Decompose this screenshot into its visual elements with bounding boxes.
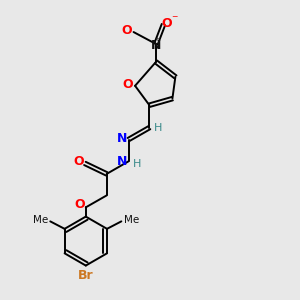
Text: Me: Me xyxy=(124,215,139,225)
Text: H: H xyxy=(133,159,141,169)
Text: $^{+}$: $^{+}$ xyxy=(154,37,161,46)
Text: N: N xyxy=(117,155,128,168)
Text: H: H xyxy=(154,123,162,133)
Text: O: O xyxy=(73,155,84,168)
Text: $^{-}$: $^{-}$ xyxy=(171,14,178,24)
Text: N: N xyxy=(151,39,161,52)
Text: N: N xyxy=(117,132,128,145)
Text: O: O xyxy=(122,78,133,92)
Text: O: O xyxy=(74,198,85,211)
Text: Br: Br xyxy=(78,268,94,282)
Text: Me: Me xyxy=(33,215,48,225)
Text: O: O xyxy=(122,24,132,37)
Text: O: O xyxy=(161,16,172,30)
